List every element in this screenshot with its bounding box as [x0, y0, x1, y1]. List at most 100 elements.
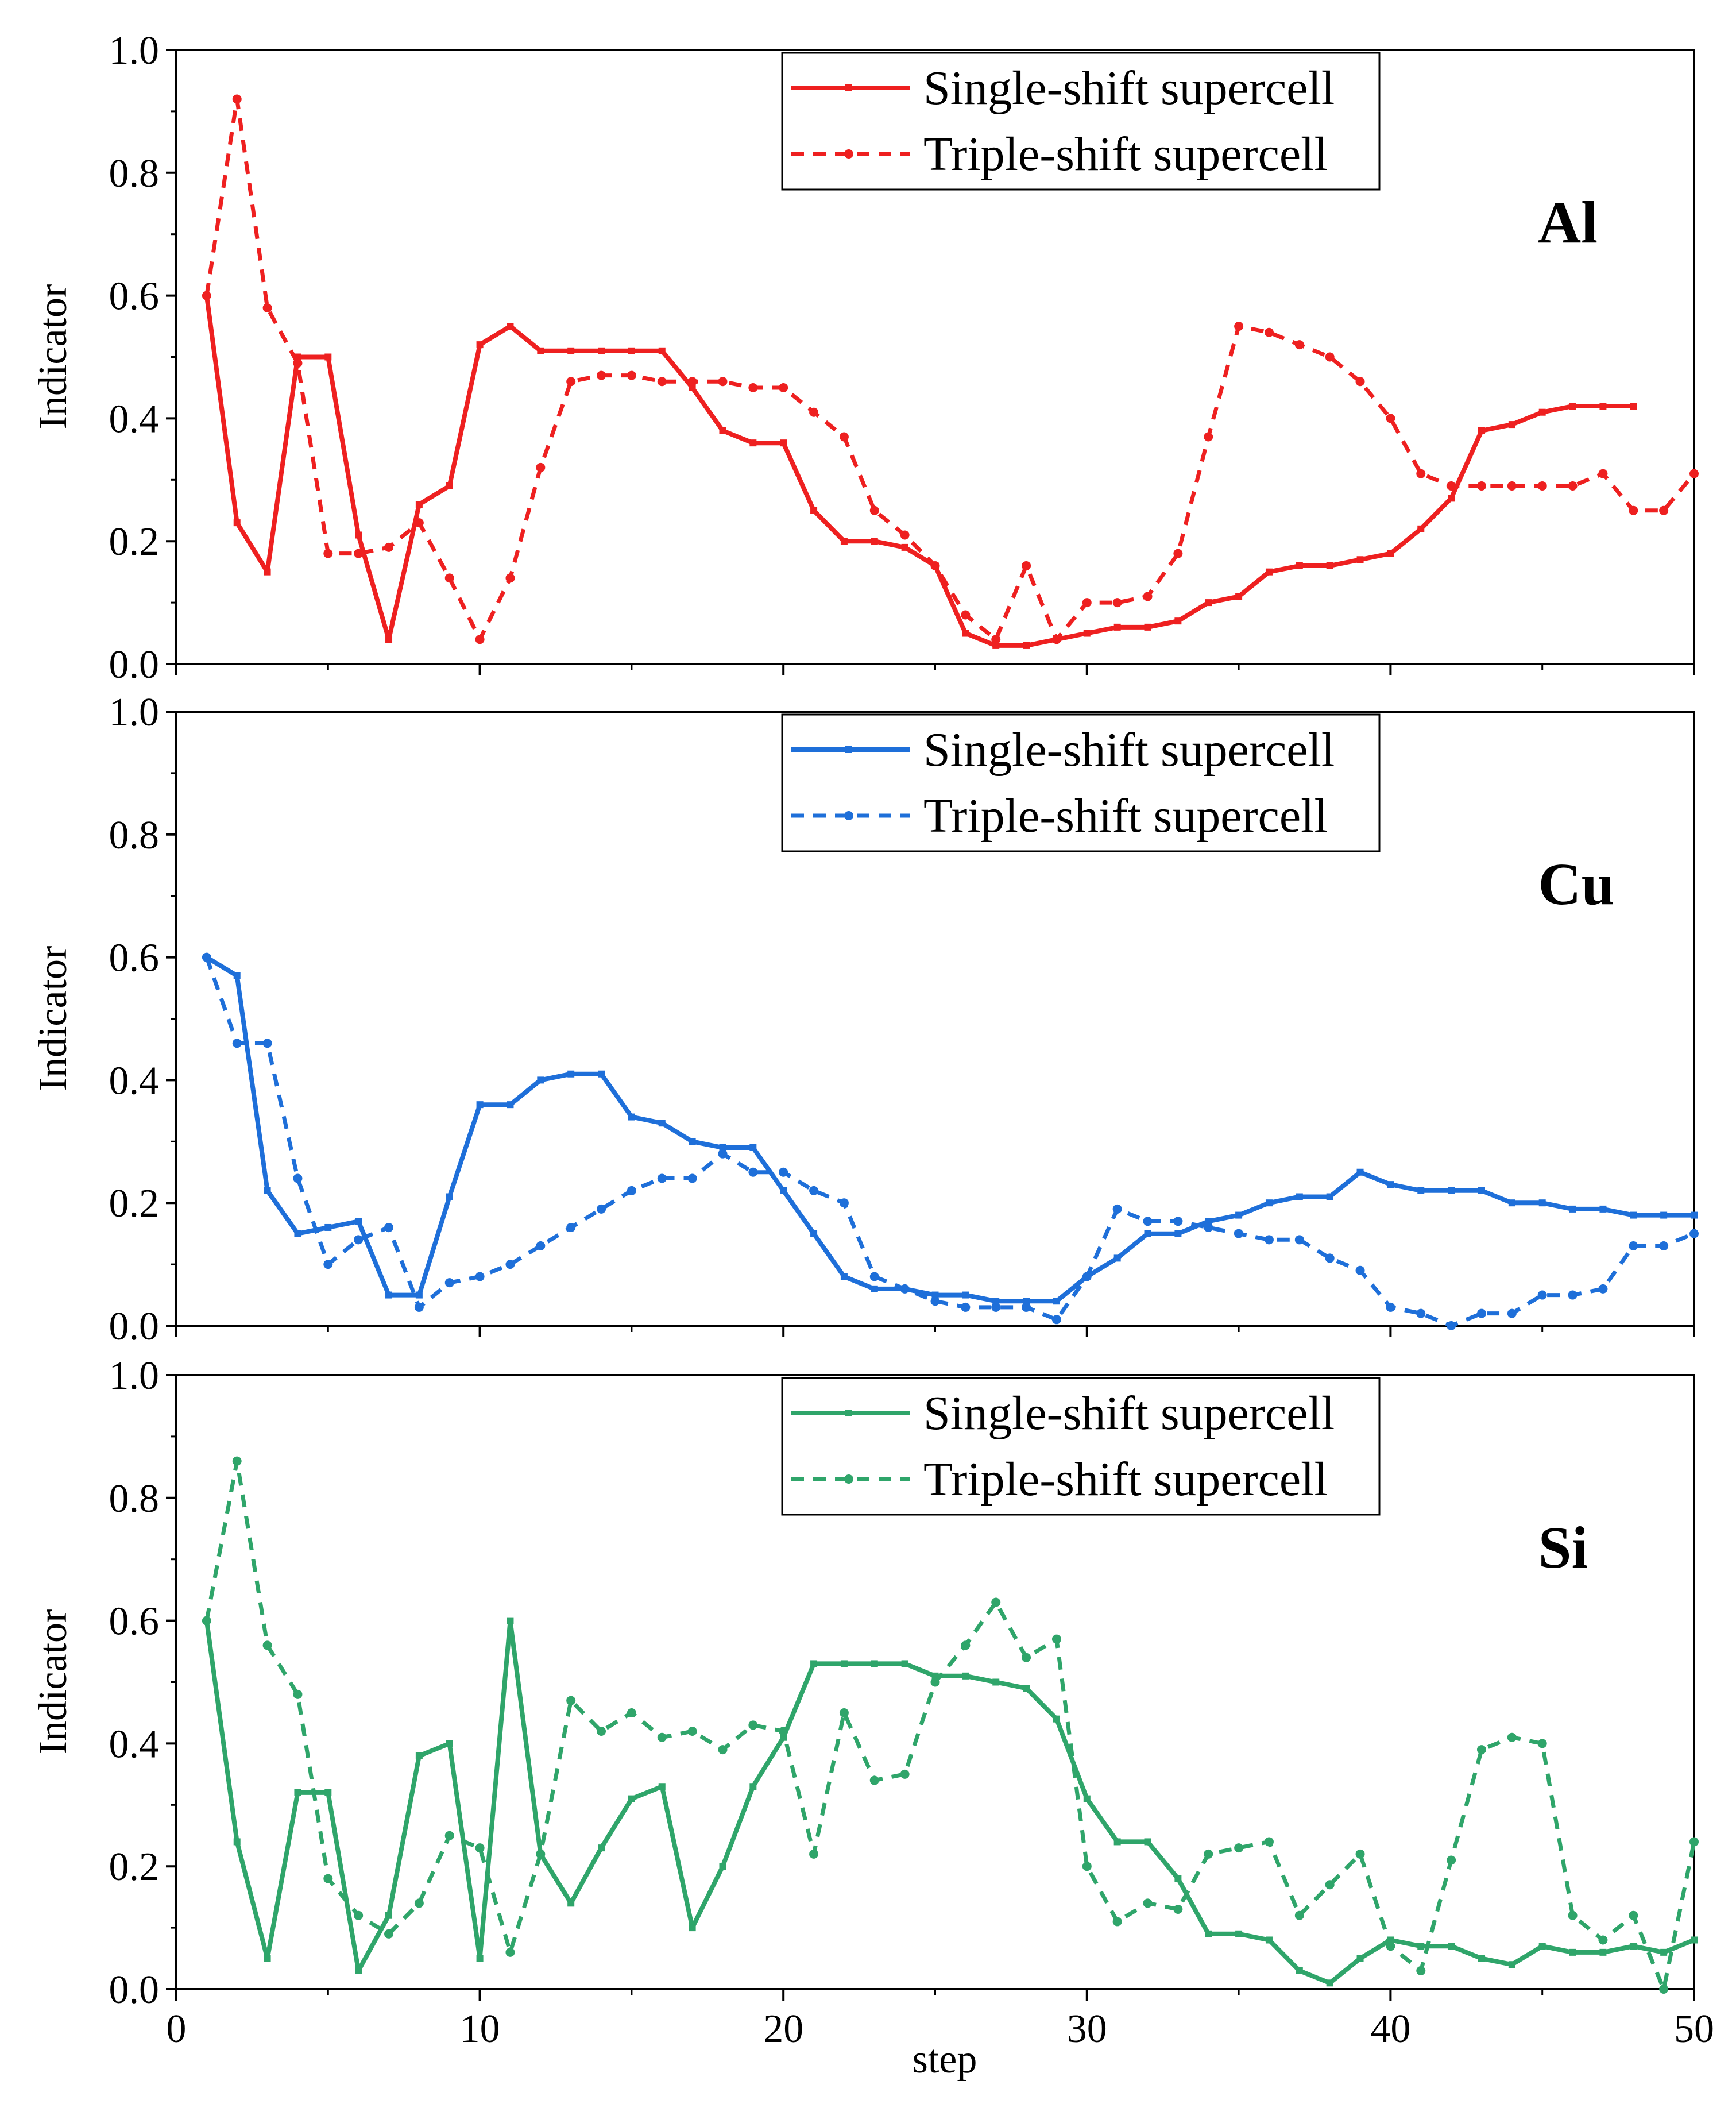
y-tick-label-si: 1.0 — [109, 1354, 160, 1398]
data-point-triple-si — [839, 1708, 849, 1717]
data-point-single-si — [1023, 1685, 1030, 1692]
y-tick-label-si: 0.6 — [109, 1600, 160, 1644]
data-point-triple-al — [1689, 469, 1699, 478]
x-axis-al — [175, 664, 1695, 675]
panel-si: 0.0 0.2 0.4 0.6 0.8 1.0 0 10 20 30 40 50 Indicator… — [31, 1354, 1714, 2051]
data-point-single-cu — [1478, 1187, 1485, 1194]
data-point-single-si — [1235, 1930, 1243, 1937]
data-point-single-al — [689, 384, 696, 391]
data-point-single-si — [446, 1740, 453, 1747]
data-point-triple-al — [839, 432, 849, 442]
data-point-single-cu — [871, 1285, 878, 1292]
data-point-triple-cu — [384, 1222, 394, 1232]
data-point-single-si — [1569, 1948, 1576, 1956]
data-point-triple-al — [1022, 561, 1031, 570]
data-point-single-si — [324, 1789, 332, 1796]
data-point-single-cu — [1296, 1193, 1303, 1200]
data-point-triple-cu — [1447, 1321, 1456, 1330]
data-point-triple-si — [1598, 1935, 1608, 1945]
data-point-triple-al — [1294, 340, 1304, 350]
data-point-single-cu — [962, 1291, 969, 1299]
data-point-single-al — [1326, 562, 1333, 569]
data-point-triple-al — [930, 561, 940, 570]
data-point-triple-cu — [1234, 1229, 1244, 1238]
data-point-triple-cu — [1264, 1235, 1274, 1245]
panel-cu: 0.0 0.2 0.4 0.6 0.8 1.0 Indicator Single-shif… — [31, 690, 1699, 1349]
data-point-triple-al — [1507, 481, 1517, 491]
data-point-single-cu — [810, 1230, 818, 1237]
y-tick-label-al: 0.4 — [109, 397, 160, 441]
data-point-single-al — [840, 538, 848, 545]
data-point-triple-cu — [1476, 1308, 1486, 1318]
x-tick-label: 30 — [1067, 2007, 1107, 2051]
y-tick-label-cu: 0.6 — [109, 936, 160, 980]
data-point-triple-cu — [536, 1241, 546, 1251]
data-point-single-al — [628, 347, 635, 354]
data-point-triple-al — [323, 549, 333, 558]
data-point-triple-si — [1416, 1966, 1426, 1975]
x-tick-label: 10 — [460, 2007, 500, 2051]
data-point-triple-si — [1294, 1910, 1304, 1920]
legend-marker-single-al — [845, 84, 852, 91]
data-point-single-al — [810, 507, 818, 514]
data-point-single-al — [1508, 421, 1515, 429]
data-point-triple-cu — [1294, 1235, 1304, 1245]
legend-al: Single-shift supercell Triple-shift supe… — [781, 52, 1381, 191]
legend-marker-single-cu — [845, 746, 852, 753]
data-point-single-cu — [658, 1120, 666, 1127]
data-point-triple-si — [1386, 1941, 1395, 1951]
data-point-single-cu — [1630, 1211, 1637, 1219]
data-point-single-al — [507, 323, 514, 330]
data-point-single-cu — [476, 1101, 484, 1109]
data-point-triple-si — [718, 1745, 728, 1755]
data-point-single-cu — [1265, 1199, 1273, 1207]
data-point-triple-al — [384, 542, 394, 552]
data-point-single-cu — [1205, 1218, 1212, 1225]
data-point-single-cu — [840, 1273, 848, 1280]
x-tick-label: 50 — [1674, 2007, 1714, 2051]
data-point-single-cu — [1144, 1230, 1151, 1237]
data-point-triple-al — [354, 549, 364, 558]
data-point-triple-al — [566, 377, 576, 387]
data-point-single-cu — [1660, 1211, 1668, 1219]
data-point-single-si — [1205, 1930, 1212, 1937]
data-point-single-cu — [233, 972, 241, 979]
data-point-triple-si — [1112, 1917, 1122, 1927]
data-point-triple-al — [1264, 327, 1274, 337]
data-point-triple-al — [505, 573, 515, 583]
data-point-triple-si — [687, 1727, 697, 1736]
y-tick-label-al: 0.2 — [109, 520, 160, 564]
data-point-single-al — [1205, 599, 1212, 607]
data-point-single-al — [415, 501, 423, 508]
legend-label-triple-cu: Triple-shift supercell — [923, 789, 1328, 843]
data-point-single-si — [871, 1660, 878, 1667]
data-point-triple-cu — [262, 1039, 272, 1048]
series-line-triple-al — [204, 97, 1696, 642]
data-point-triple-si — [1264, 1837, 1274, 1847]
data-point-single-si — [294, 1789, 301, 1796]
data-point-single-si — [1508, 1961, 1515, 1968]
data-point-triple-al — [687, 377, 697, 387]
data-point-single-cu — [446, 1193, 453, 1200]
data-point-triple-cu — [748, 1167, 758, 1177]
data-point-triple-cu — [323, 1260, 333, 1269]
y-axis-label-al: Indicator — [31, 284, 75, 430]
data-point-triple-si — [779, 1727, 788, 1736]
data-point-single-si — [1326, 1979, 1333, 1987]
data-point-single-al — [1265, 568, 1273, 576]
data-point-single-al — [1235, 593, 1243, 600]
data-point-triple-si — [536, 1849, 546, 1859]
x-axis-cu — [175, 1326, 1695, 1337]
data-point-single-cu — [780, 1187, 787, 1194]
data-point-triple-al — [1447, 481, 1456, 491]
data-point-single-al — [1478, 427, 1485, 434]
data-point-single-si — [264, 1955, 271, 1962]
data-point-triple-cu — [961, 1302, 971, 1312]
data-point-triple-al — [262, 303, 272, 312]
data-point-triple-cu — [991, 1302, 1001, 1312]
data-point-single-si — [1538, 1943, 1546, 1950]
data-point-single-al — [385, 636, 393, 643]
data-point-single-cu — [628, 1113, 635, 1121]
data-point-single-si — [719, 1863, 726, 1870]
